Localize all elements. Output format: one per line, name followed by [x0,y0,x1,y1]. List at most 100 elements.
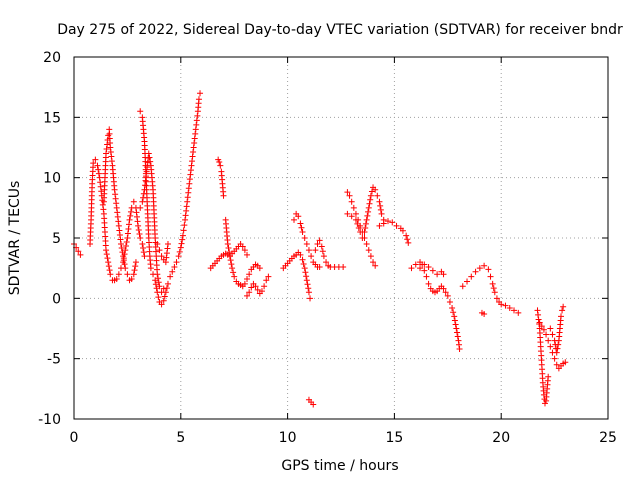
data-point [189,153,196,160]
y-tick-label: 15 [43,110,61,126]
data-point [362,224,369,231]
data-point [132,259,139,266]
data-point [535,316,542,323]
data-point [140,245,147,252]
data-point [160,297,167,304]
data-point [105,263,112,270]
data-point [179,236,186,243]
data-point [370,259,377,266]
data-series-segment-18 [403,232,412,246]
data-point [134,218,141,225]
y-tick-label: -10 [38,412,61,428]
data-point [303,277,310,284]
data-point [137,204,144,211]
data-point [302,269,309,276]
data-point [178,240,185,247]
data-point [175,253,182,260]
data-point [154,289,161,296]
data-point [316,263,323,270]
data-point [558,313,565,320]
data-point [297,220,304,227]
data-point [105,259,112,266]
data-point [94,162,101,169]
data-point [502,302,509,309]
data-point [176,248,183,255]
data-point [216,158,223,165]
data-point [421,261,428,268]
data-point [399,227,406,234]
data-point [118,245,125,252]
data-point [162,289,169,296]
data-point [108,153,115,160]
data-point [487,273,494,280]
data-point [181,222,188,229]
data-point [534,307,541,314]
data-point [412,261,419,268]
data-point [559,307,566,314]
data-point [554,345,561,352]
data-point [124,271,131,278]
data-point [403,232,410,239]
x-axis-title: GPS time / hours [281,458,398,474]
data-point [114,213,121,220]
data-point [545,373,552,380]
data-series-segment-5 [137,90,204,308]
data-point [126,216,133,223]
data-point [225,245,232,252]
data-series-segment-14 [312,237,347,270]
data-point [489,280,496,287]
data-point [179,232,186,239]
data-point [99,201,106,208]
data-point [453,325,460,332]
data-point [344,210,351,217]
data-point [107,149,114,156]
data-point [193,117,200,124]
data-point [161,293,168,300]
data-point [301,235,308,241]
data-point [442,289,449,296]
x-tick-label: 20 [492,430,510,446]
y-axis-title: SDTVAR / TECUs [7,181,23,296]
data-point [380,220,387,227]
data-point [114,209,121,216]
data-point [377,206,384,213]
data-series-segment-10 [244,273,272,299]
data-point [190,149,197,156]
data-point [511,307,518,314]
data-point [295,213,302,220]
data-point [451,317,458,324]
data-point [301,265,308,272]
data-point [127,208,134,215]
data-point [227,257,234,264]
data-point [187,167,194,174]
data-point [142,182,149,189]
data-point [384,218,391,225]
data-point [429,267,436,274]
data-point [254,286,261,293]
data-point [472,268,479,275]
data-point [224,241,231,248]
data-series-segment-6 [154,241,171,266]
data-point [185,185,192,192]
data-point [365,208,372,215]
data-point [547,343,554,350]
data-series-segment-9 [222,216,263,290]
data-point [248,284,255,291]
data-point [241,280,248,287]
data-point [553,349,560,356]
data-point [186,176,193,183]
data-point [160,285,167,292]
data-series-segment-17 [376,218,406,234]
data-point [154,241,161,248]
data-point [421,267,428,274]
data-point [116,227,123,234]
data-point [404,236,411,243]
data-point [459,283,466,290]
data-point [108,158,115,165]
data-point [97,183,104,190]
data-point [551,355,558,362]
data-point [182,212,189,219]
data-point [468,273,475,280]
data-point [372,186,379,193]
x-tick-label: 0 [70,430,79,446]
